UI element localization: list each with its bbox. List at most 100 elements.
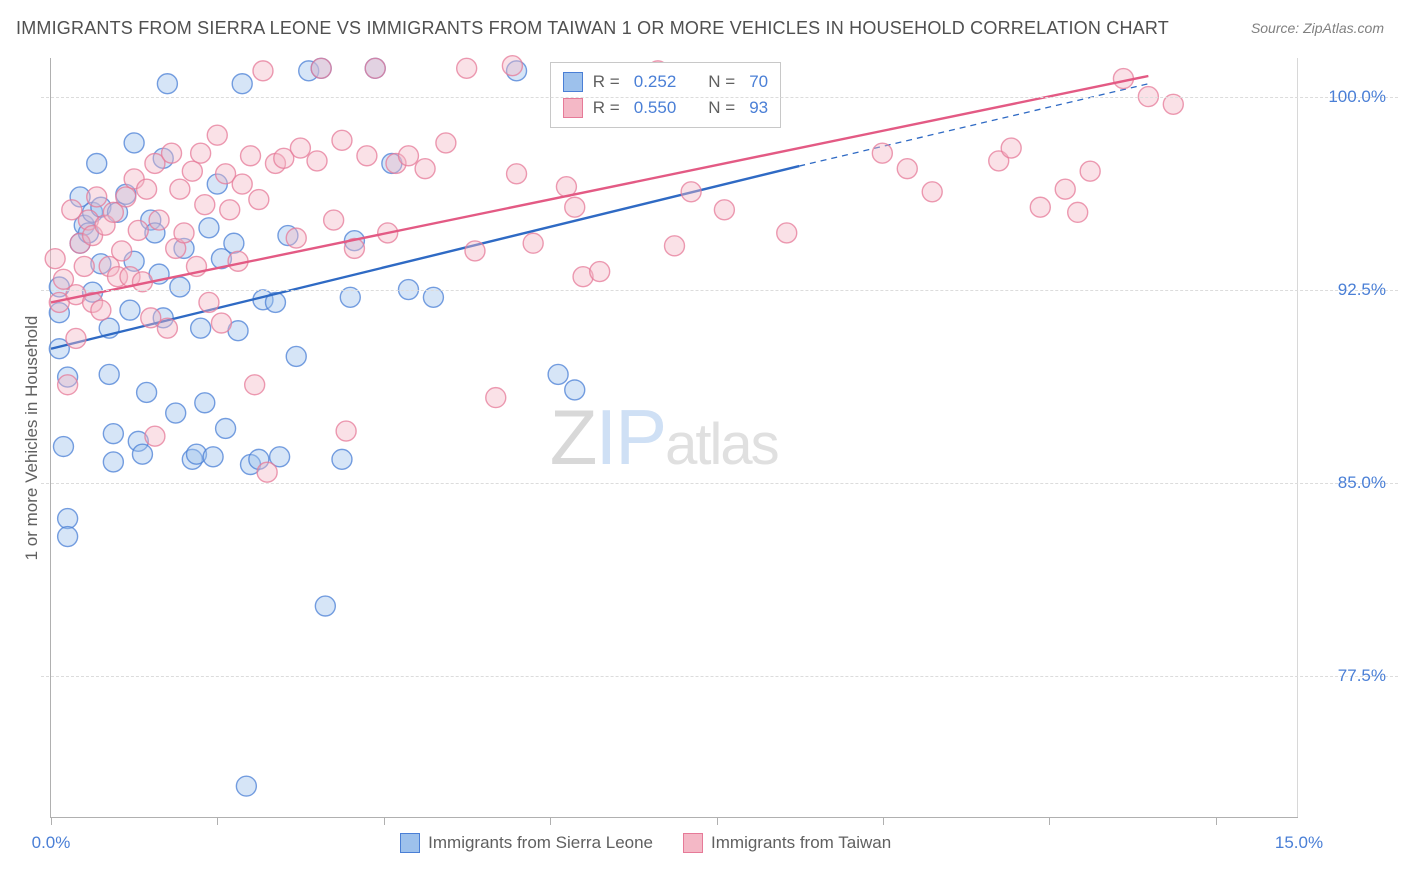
swatch-series-1 [563, 72, 583, 92]
x-tick [217, 817, 218, 825]
data-point [145, 426, 165, 446]
data-point [53, 437, 73, 457]
legend-item-2: Immigrants from Taiwan [683, 833, 891, 853]
data-point [336, 421, 356, 441]
data-point [137, 382, 157, 402]
x-tick [883, 817, 884, 825]
y-axis-label: 1 or more Vehicles in Household [22, 58, 42, 818]
r-label: R = [593, 72, 620, 92]
data-point [128, 220, 148, 240]
data-point [162, 143, 182, 163]
data-point [872, 143, 892, 163]
x-tick [1216, 817, 1217, 825]
data-point [182, 161, 202, 181]
legend-label-1: Immigrants from Sierra Leone [428, 833, 653, 853]
data-point [1080, 161, 1100, 181]
data-point [253, 61, 273, 81]
data-point [199, 218, 219, 238]
x-tick-label: 15.0% [1275, 833, 1323, 853]
y-tick-label: 100.0% [1328, 87, 1386, 107]
y-tick-label: 85.0% [1338, 473, 1386, 493]
data-point [1068, 202, 1088, 222]
x-tick [717, 817, 718, 825]
data-point [415, 159, 435, 179]
data-point [58, 527, 78, 547]
data-point [465, 241, 485, 261]
data-point [357, 146, 377, 166]
grid-line [41, 97, 1398, 98]
data-point [307, 151, 327, 171]
data-point [257, 462, 277, 482]
n-value-2: 93 [749, 98, 768, 118]
data-point [203, 447, 223, 467]
data-point [565, 380, 585, 400]
series-legend: Immigrants from Sierra Leone Immigrants … [400, 833, 891, 853]
data-point [58, 509, 78, 529]
data-point [241, 146, 261, 166]
data-point [548, 364, 568, 384]
data-point [103, 452, 123, 472]
data-point [507, 164, 527, 184]
legend-label-2: Immigrants from Taiwan [711, 833, 891, 853]
data-point [236, 776, 256, 796]
n-label: N = [708, 98, 735, 118]
legend-swatch-2 [683, 833, 703, 853]
plot-area: ZIPatlas R = 0.252 N = 70 R = 0.550 N = … [50, 58, 1298, 818]
data-point [324, 210, 344, 230]
data-point [207, 125, 227, 145]
correlation-legend: R = 0.252 N = 70 R = 0.550 N = 93 [550, 62, 781, 128]
data-point [398, 146, 418, 166]
data-point [714, 200, 734, 220]
data-point [457, 58, 477, 78]
data-point [922, 182, 942, 202]
data-point [216, 419, 236, 439]
y-tick-label: 77.5% [1338, 666, 1386, 686]
correlation-row-1: R = 0.252 N = 70 [563, 69, 768, 95]
data-point [112, 241, 132, 261]
chart-title: IMMIGRANTS FROM SIERRA LEONE VS IMMIGRAN… [16, 18, 1169, 39]
data-point [232, 174, 252, 194]
data-point [116, 187, 136, 207]
legend-item-1: Immigrants from Sierra Leone [400, 833, 653, 853]
r-label: R = [593, 98, 620, 118]
data-point [87, 154, 107, 174]
x-tick [1049, 817, 1050, 825]
data-point [286, 228, 306, 248]
x-tick [550, 817, 551, 825]
data-point [132, 444, 152, 464]
scatter-chart-svg [51, 58, 1298, 817]
x-tick [384, 817, 385, 825]
data-point [157, 318, 177, 338]
data-point [365, 58, 385, 78]
data-point [166, 403, 186, 423]
n-label: N = [708, 72, 735, 92]
data-point [91, 300, 111, 320]
n-value-1: 70 [749, 72, 768, 92]
data-point [149, 210, 169, 230]
grid-line [41, 483, 1398, 484]
data-point [66, 328, 86, 348]
data-point [195, 393, 215, 413]
data-point [45, 249, 65, 269]
data-point [332, 449, 352, 469]
r-value-1: 0.252 [634, 72, 677, 92]
data-point [87, 187, 107, 207]
data-point [777, 223, 797, 243]
data-point [286, 346, 306, 366]
data-point [486, 388, 506, 408]
data-point [195, 195, 215, 215]
grid-line [41, 676, 1398, 677]
data-point [124, 133, 144, 153]
data-point [1055, 179, 1075, 199]
data-point [170, 277, 190, 297]
data-point [315, 596, 335, 616]
data-point [523, 233, 543, 253]
data-point [120, 300, 140, 320]
source-citation: Source: ZipAtlas.com [1251, 20, 1384, 36]
data-point [681, 182, 701, 202]
data-point [245, 375, 265, 395]
data-point [249, 190, 269, 210]
data-point [170, 179, 190, 199]
data-point [224, 233, 244, 253]
data-point [99, 364, 119, 384]
